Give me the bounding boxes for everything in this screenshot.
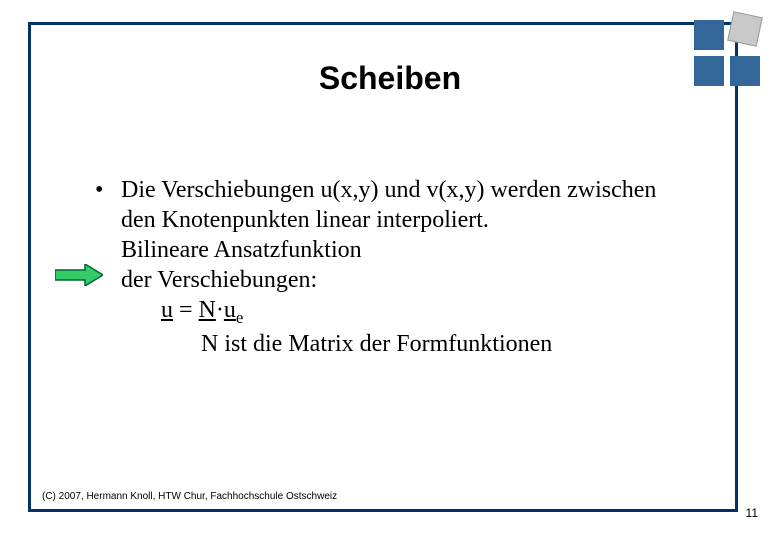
sub-line-2a: Bilineare Ansatzfunktion bbox=[121, 235, 695, 265]
bullet-text-1: Die Verschiebungen u(x,y) und v(x,y) wer… bbox=[121, 175, 695, 235]
eq-equals: = bbox=[173, 297, 199, 323]
bullet-marker: • bbox=[95, 175, 121, 205]
arrow-shape bbox=[55, 264, 103, 286]
logo-square-rotated bbox=[727, 11, 763, 47]
page-number: 11 bbox=[746, 506, 758, 520]
content-area: • Die Verschiebungen u(x,y) und v(x,y) w… bbox=[95, 175, 695, 359]
bullet-item: • Die Verschiebungen u(x,y) und v(x,y) w… bbox=[95, 175, 695, 235]
eq-N: N bbox=[199, 297, 216, 323]
sub-line-2b: der Verschiebungen: bbox=[121, 265, 695, 295]
sub-line-4: N ist die Matrix der Formfunktionen bbox=[201, 329, 695, 359]
eq-sub-e: e bbox=[236, 308, 243, 327]
arrow-icon bbox=[55, 264, 103, 286]
footer-text: (C) 2007, Hermann Knoll, HTW Chur, Fachh… bbox=[42, 491, 337, 502]
eq-dot: · bbox=[216, 297, 224, 323]
eq-u: u bbox=[161, 297, 173, 323]
logo-square-tl bbox=[694, 20, 724, 50]
slide-title: Scheiben bbox=[0, 60, 780, 97]
equation-line: u = N·ue bbox=[161, 295, 695, 329]
eq-ue: u bbox=[224, 297, 236, 323]
